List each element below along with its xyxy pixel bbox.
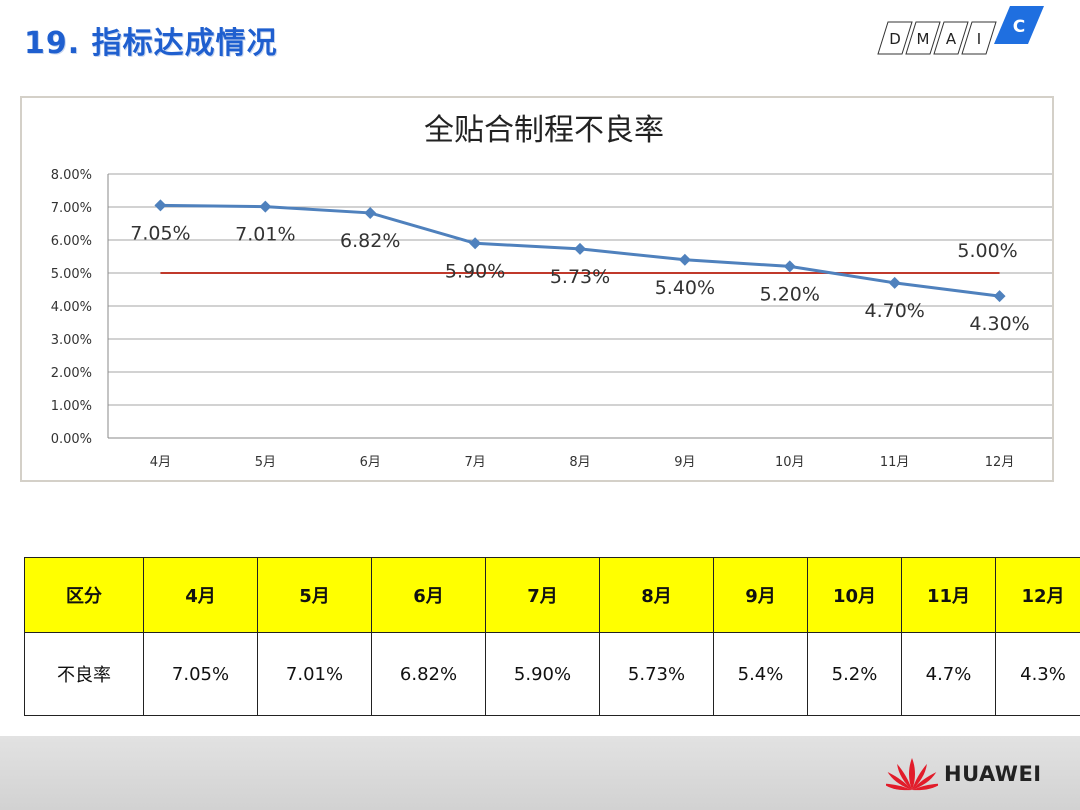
dmaic-box-d [877, 21, 913, 55]
target-data-label: 5.00% [957, 240, 1017, 262]
data-point-marker [783, 260, 796, 273]
axes: 0.00% 1.00% 2.00% 3.00% 4.00% 5.00% 6.00% 7.00%… [51, 168, 1052, 470]
defect-rate-series [154, 199, 1006, 303]
data-label: 4.30% [969, 313, 1029, 335]
table-header-cell: 11月 [901, 557, 996, 633]
y-tick-label: 0.00% [51, 432, 92, 447]
y-tick-label: 3.00% [51, 333, 92, 348]
y-tick-label: 2.00% [51, 366, 92, 381]
dmaic-letter-i: I [977, 30, 981, 48]
x-tick-label: 11月 [880, 455, 910, 470]
table-header-cell: 4月 [143, 557, 258, 633]
dmaic-letter-c: C [1013, 17, 1025, 37]
table-header-cell: 12月 [995, 557, 1080, 633]
table-row: 不良率 7.05% 7.01% 6.82% 5.90% 5.73% 5.4% 5… [24, 632, 1080, 716]
y-tick-label: 8.00% [51, 168, 92, 183]
dmaic-box-a [933, 21, 969, 55]
brand-name: HUAWEI [944, 762, 1042, 786]
dmaic-box-m [905, 21, 941, 55]
table-cell: 5.2% [807, 632, 902, 716]
table-cell: 5.4% [713, 632, 808, 716]
x-tick-label: 12月 [985, 455, 1015, 470]
table-cell: 5.90% [485, 632, 600, 716]
data-point-marker [259, 200, 272, 213]
data-label: 7.01% [235, 224, 295, 246]
defect-rate-table: 区分 4月 5月 6月 7月 8月 9月 10月 11月 12月 不良率 7.0… [24, 557, 1080, 716]
table-header-cell: 5月 [257, 557, 372, 633]
data-label: 5.90% [445, 260, 505, 282]
data-point-marker [469, 237, 482, 250]
huawei-flower-icon [886, 758, 938, 791]
line-chart: 全贴合制程不良率 0.00% 1.00% 2.00% 3.00% 4.00% 5.00% 6… [51, 113, 1052, 470]
x-tick-label: 10月 [775, 455, 805, 470]
data-label: 6.82% [340, 230, 400, 252]
y-tick-label: 5.00% [51, 267, 92, 282]
table-header-cell: 6月 [371, 557, 486, 633]
table-cell: 7.05% [143, 632, 258, 716]
data-point-marker [364, 206, 377, 219]
x-tick-label: 9月 [674, 455, 695, 470]
data-point-marker [154, 199, 167, 212]
data-labels: 7.05% 7.01% 6.82% 5.90% 5.73% 5.40% 5.20% 4.70%… [130, 222, 1029, 335]
dmaic-box-i [961, 21, 997, 55]
dmaic-phase-indicator: D M A I C [872, 4, 1052, 64]
table-cell: 5.73% [599, 632, 714, 716]
data-label: 5.20% [760, 283, 820, 305]
slide-title: 19. 指标达成情况 [24, 26, 278, 61]
x-tick-label: 8月 [569, 455, 590, 470]
table-header-cell: 7月 [485, 557, 600, 633]
table-cell: 不良率 [24, 632, 144, 716]
data-label: 5.73% [550, 266, 610, 288]
chart-title: 全贴合制程不良率 [424, 113, 664, 148]
data-label: 5.40% [655, 277, 715, 299]
x-tick-label: 6月 [360, 455, 381, 470]
y-tick-label: 4.00% [51, 300, 92, 315]
data-label: 4.70% [864, 300, 924, 322]
table-header-cell: 8月 [599, 557, 714, 633]
table-cell: 7.01% [257, 632, 372, 716]
data-label: 7.05% [130, 222, 190, 244]
data-point-marker [678, 253, 691, 266]
data-point-marker [888, 276, 901, 289]
dmaic-letter-a: A [946, 30, 957, 48]
y-tick-label: 6.00% [51, 234, 92, 249]
data-point-marker [574, 242, 586, 255]
target-line: 5.00% [160, 240, 1018, 274]
x-tick-label: 4月 [150, 455, 171, 470]
x-tick-label: 7月 [464, 455, 485, 470]
table-header-cell: 10月 [807, 557, 902, 633]
y-tick-label: 7.00% [51, 201, 92, 216]
data-point-marker [993, 290, 1006, 303]
y-tick-label: 1.00% [51, 399, 92, 414]
table-cell: 6.82% [371, 632, 486, 716]
dmaic-letter-d: D [889, 30, 901, 48]
x-tick-label: 5月 [255, 455, 276, 470]
table-cell: 4.7% [901, 632, 996, 716]
table-header-cell: 9月 [713, 557, 808, 633]
chart-panel: 全贴合制程不良率 0.00% 1.00% 2.00% 3.00% 4.00% 5.00% 6… [20, 96, 1054, 482]
brand-logo: HUAWEI [886, 754, 1042, 794]
dmaic-box-c-active [994, 6, 1044, 44]
table-header-row: 区分 4月 5月 6月 7月 8月 9月 10月 11月 12月 [24, 557, 1080, 633]
table-header-cell: 区分 [24, 557, 144, 633]
dmaic-letter-m: M [917, 30, 930, 48]
table-cell: 4.3% [995, 632, 1080, 716]
